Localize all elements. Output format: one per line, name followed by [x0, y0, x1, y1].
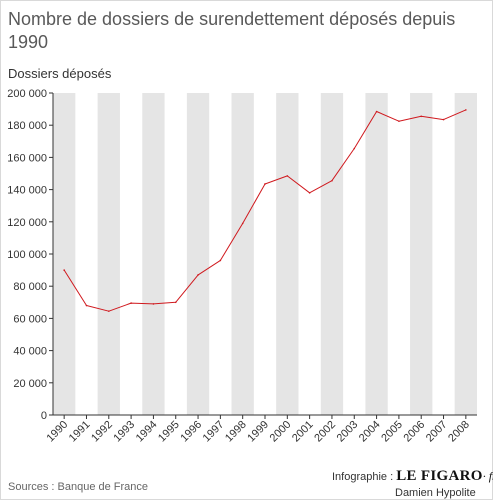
- data-point: [63, 269, 65, 271]
- y-tick-label: 100 000: [7, 249, 47, 261]
- x-tick-label: 2005: [379, 419, 405, 445]
- y-tick-label: 60 000: [13, 313, 47, 325]
- y-tick-label: 140 000: [7, 185, 47, 197]
- data-point: [264, 183, 266, 185]
- source-note: Sources : Banque de France: [8, 481, 149, 493]
- data-point: [420, 115, 423, 118]
- data-point: [353, 147, 356, 150]
- data-point: [331, 179, 333, 182]
- data-point: [465, 109, 467, 111]
- data-point: [197, 274, 199, 276]
- x-tick-label: 1999: [245, 419, 271, 445]
- y-tick-label: 0: [41, 410, 47, 422]
- credit-block: Infographie : LE FIGARO· fr Damien Hypol…: [332, 468, 493, 499]
- data-point: [107, 310, 110, 312]
- x-tick-label: 1991: [67, 419, 93, 445]
- y-axis-label: Dossiers déposés: [8, 66, 112, 81]
- credit-label: Infographie :: [332, 471, 394, 483]
- author-name: Damien Hypolite: [395, 487, 476, 499]
- x-tick-label: 2006: [402, 419, 428, 445]
- chart-band: [231, 93, 254, 415]
- chart-band: [142, 93, 165, 415]
- x-tick-label: 1998: [223, 419, 249, 445]
- x-tick-label: 2002: [312, 419, 338, 445]
- series-line: [63, 109, 466, 312]
- y-tick-label: 200 000: [7, 88, 47, 100]
- data-point: [375, 110, 378, 113]
- logo-suffix: · fr: [482, 469, 493, 483]
- chart-band: [276, 93, 299, 415]
- chart-band: [365, 93, 388, 415]
- x-tick-label: 2001: [290, 419, 316, 445]
- data-point: [152, 303, 155, 305]
- data-point: [442, 118, 445, 121]
- x-tick-label: 1993: [111, 419, 137, 445]
- data-point: [130, 302, 132, 304]
- x-tick-label: 1996: [178, 419, 204, 445]
- le-figaro-logo: LE FIGARO: [396, 468, 483, 484]
- data-point: [174, 301, 177, 304]
- data-point: [219, 259, 222, 262]
- chart-band: [454, 93, 477, 415]
- data-point: [398, 120, 400, 122]
- x-tick-label: 2008: [446, 419, 472, 445]
- x-tick-label: 2000: [268, 419, 294, 445]
- data-point: [241, 222, 244, 225]
- y-tick-label: 40 000: [13, 346, 47, 358]
- chart-title: Nombre de dossiers de surendettement dép…: [8, 9, 456, 52]
- y-tick-label: 180 000: [7, 120, 47, 132]
- data-point: [85, 304, 88, 307]
- x-tick-label: 1997: [201, 419, 227, 445]
- chart-band: [320, 93, 344, 415]
- x-tick-label: 2007: [424, 419, 450, 445]
- x-tick-label: 2004: [357, 419, 383, 445]
- y-tick-label: 20 000: [13, 378, 47, 390]
- x-tick-label: 1994: [134, 419, 160, 445]
- y-tick-label: 160 000: [7, 152, 47, 164]
- x-tick-label: 1992: [89, 419, 115, 445]
- x-tick-label: 1990: [44, 419, 70, 445]
- data-point: [286, 175, 289, 177]
- x-tick-label: 2003: [335, 419, 361, 445]
- chart-band: [410, 93, 433, 415]
- chart-band: [53, 93, 76, 415]
- x-tick-label: 1995: [156, 419, 182, 445]
- y-tick-label: 80 000: [13, 281, 47, 293]
- chart-band: [186, 93, 210, 415]
- data-point: [308, 192, 311, 194]
- y-tick-label: 120 000: [7, 217, 47, 229]
- chart-band: [97, 93, 120, 415]
